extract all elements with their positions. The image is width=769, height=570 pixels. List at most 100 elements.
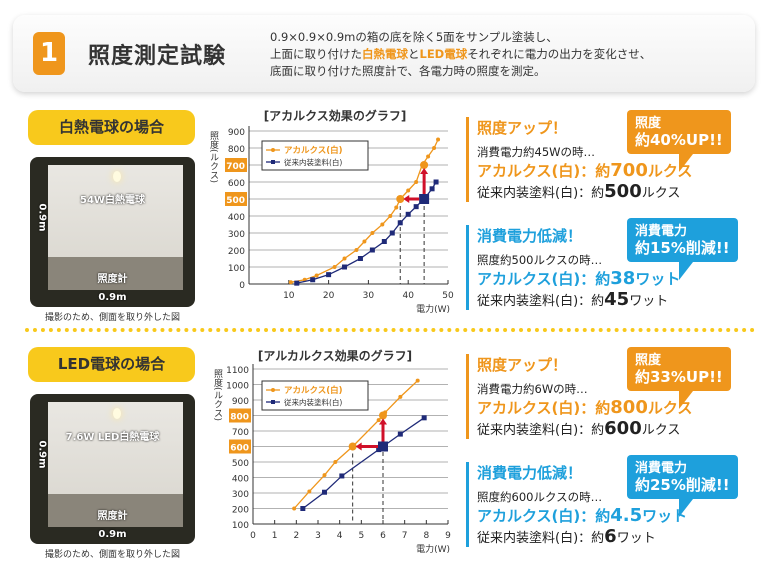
y-tick-label: 200 (232, 506, 249, 516)
x-tick-label: 0 (250, 531, 256, 541)
value: 45 (604, 289, 630, 310)
label: アカルクス(白)：約 (477, 162, 611, 180)
label: 従来内装塗料(白)：約 (477, 531, 605, 546)
bulb-label: 7.6W LED白熱電球 (65, 432, 160, 443)
y-tick-label: 700 (226, 162, 245, 172)
series-line (302, 417, 425, 510)
label: アカルクス(白)：約 (477, 399, 611, 417)
unit: ワット (616, 531, 656, 546)
y-tick-label: 700 (232, 428, 249, 438)
bubble-line: 約25%削減!! (635, 476, 730, 494)
legend-label: アカルクス(白) (284, 385, 343, 396)
y-tick-label: 400 (232, 475, 249, 485)
condition-text: 消費電力約45Wの時… (477, 145, 596, 159)
unit: ワット (642, 507, 688, 525)
tick-highlight (229, 408, 251, 423)
data-point (288, 280, 293, 285)
value: 500 (604, 181, 642, 202)
result-panel: 消費電力低減！ 照度約500ルクスの時… アカルクス(白)：約38ワット 従来内… (466, 225, 746, 310)
desc-text: と (408, 47, 420, 61)
y-tick-label: 600 (230, 444, 249, 454)
highlight-incandescent: 白熱電球 (362, 47, 408, 61)
desc-line-2: 上面に取り付けた白熱電球とLED電球それぞれに電力の出力を変化させ、 (270, 46, 651, 63)
panel-title: 消費電力低減！ (477, 227, 583, 245)
red-arrowhead (420, 168, 429, 174)
label: 従来内装塗料(白)：約 (477, 294, 605, 309)
conventional-result: 従来内装塗料(白)：約6ワット (477, 526, 746, 547)
data-point (342, 264, 348, 270)
y-tick-label: 900 (232, 397, 249, 407)
y-tick-label: 800 (230, 413, 249, 423)
test-box-photo: 7.6W LED白熱電球 照度計 0.9m 0.9m (30, 394, 195, 544)
key-point (420, 161, 429, 169)
x-tick-label: 2 (293, 531, 299, 541)
callout-bubble: 照度 約40%UP!! (627, 110, 731, 172)
data-point (397, 220, 403, 226)
label: アカルクス(白)：約 (477, 507, 611, 525)
key-point (379, 411, 387, 420)
condition-text: 照度約600ルクスの時… (477, 490, 603, 504)
desc-text: 上面に取り付けた (270, 47, 362, 61)
data-point (292, 506, 297, 511)
bubble-line: 照度 (635, 353, 662, 368)
section-number-badge: 1 (33, 32, 65, 75)
section-pill-label: 白熱電球の場合 (28, 110, 195, 145)
x-tick-label: 10 (283, 291, 295, 301)
panel-title: 照度アップ！ (477, 119, 568, 137)
legend-label: 従来内装塗料(白) (284, 157, 342, 167)
data-point (415, 378, 420, 383)
data-point (307, 489, 312, 494)
data-point (398, 394, 403, 399)
data-point (394, 205, 399, 210)
x-axis-label: 電力(W) (416, 303, 450, 315)
label: 従来内装塗料(白)：約 (477, 186, 605, 201)
data-point (326, 272, 332, 278)
x-tick-label: 3 (315, 531, 321, 541)
chart-title: [アカルクス効果のグラフ] (264, 108, 407, 123)
unit: ワット (629, 294, 669, 309)
y-tick-label: 100 (228, 264, 245, 274)
data-point (362, 239, 367, 244)
bulb-label: 54W白熱電球 (80, 195, 145, 206)
callout-bubble: 消費電力 約25%削減!! (627, 455, 738, 517)
bulb-icon (113, 408, 121, 419)
x-tick-label: 7 (402, 531, 408, 541)
condition-text: 消費電力約6Wの時… (477, 382, 588, 396)
x-tick-label: 8 (423, 531, 429, 541)
legend-label: アカルクス(白) (284, 145, 343, 156)
y-tick-label: 300 (228, 230, 245, 240)
data-point (429, 186, 435, 192)
y-tick-label: 500 (226, 196, 245, 206)
bubble-line: 約33%UP!! (635, 368, 723, 386)
data-point (370, 231, 375, 235)
unit: ルクス (641, 423, 681, 438)
data-point (380, 222, 385, 227)
data-point (433, 179, 439, 185)
value: 38 (610, 268, 636, 289)
y-tick-label: 600 (228, 179, 245, 189)
data-point (413, 204, 419, 210)
data-point (381, 239, 387, 244)
data-point (406, 188, 411, 193)
width-label: 0.9m (98, 529, 127, 540)
dotted-divider (25, 328, 755, 332)
key-point (348, 442, 357, 451)
data-point (322, 489, 327, 495)
y-tick-label: 200 (228, 247, 245, 257)
test-box-photo: 54W白熱電球 照度計 0.9m 0.9m (30, 157, 195, 307)
unit: ルクス (641, 186, 681, 201)
value: 600 (604, 418, 642, 439)
y-tick-label: 500 (232, 459, 249, 469)
tick-highlight (229, 439, 251, 454)
bubble-line: 消費電力 (635, 461, 688, 476)
legend-marker (271, 400, 275, 404)
y-tick-label: 1000 (226, 382, 249, 392)
highlight-led: LED電球 (419, 47, 468, 61)
data-point (310, 277, 316, 283)
chart-title: [アルカルクス効果のグラフ] (258, 348, 412, 363)
legend-marker (271, 160, 275, 164)
data-point (414, 180, 419, 184)
data-point (342, 256, 347, 261)
akarux-result: アカルクス(白)：約4.5ワット (477, 505, 746, 526)
